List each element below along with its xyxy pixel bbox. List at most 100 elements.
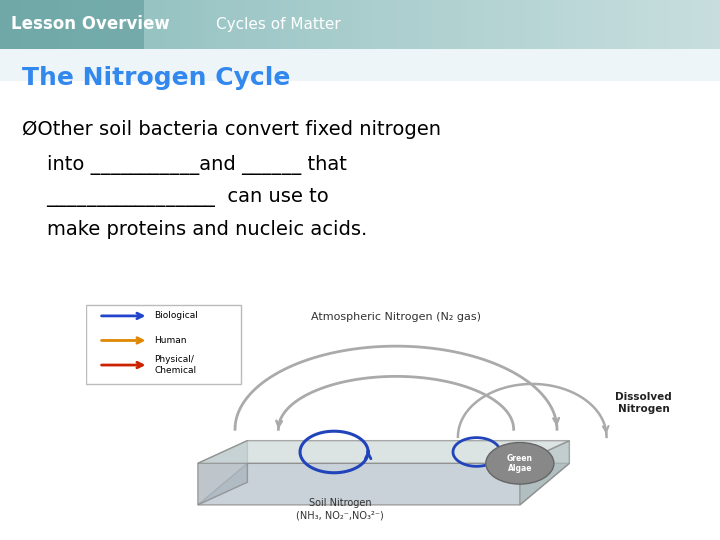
- Text: Soil Nitrogen
(NH₃, NO₂⁻,NO₃²⁻): Soil Nitrogen (NH₃, NO₂⁻,NO₃²⁻): [297, 498, 384, 520]
- Bar: [655, 0, 663, 49]
- Bar: [360, 0, 368, 49]
- Bar: [540, 0, 548, 49]
- Bar: [295, 0, 303, 49]
- Bar: [590, 0, 598, 49]
- Bar: [0, 0, 8, 49]
- Bar: [432, 0, 440, 49]
- Bar: [0, 49, 720, 81]
- Text: Dissolved
Nitrogen: Dissolved Nitrogen: [616, 392, 672, 414]
- Bar: [490, 0, 498, 49]
- Bar: [684, 0, 692, 49]
- Bar: [338, 0, 346, 49]
- Bar: [331, 0, 339, 49]
- Bar: [533, 0, 541, 49]
- Bar: [238, 0, 246, 49]
- Bar: [706, 0, 714, 49]
- Bar: [461, 0, 469, 49]
- Bar: [50, 0, 58, 49]
- Bar: [281, 0, 289, 49]
- Bar: [634, 0, 642, 49]
- Bar: [382, 0, 390, 49]
- Bar: [230, 0, 238, 49]
- Bar: [648, 0, 656, 49]
- Bar: [302, 0, 310, 49]
- Bar: [626, 0, 634, 49]
- Bar: [691, 0, 699, 49]
- Bar: [7, 0, 15, 49]
- Bar: [72, 0, 80, 49]
- Bar: [310, 0, 318, 49]
- Bar: [144, 0, 152, 49]
- Bar: [194, 0, 202, 49]
- Bar: [158, 0, 166, 49]
- Bar: [670, 0, 678, 49]
- Polygon shape: [198, 463, 570, 505]
- Bar: [180, 0, 188, 49]
- Bar: [677, 0, 685, 49]
- Bar: [612, 0, 620, 49]
- Polygon shape: [520, 441, 570, 505]
- Bar: [511, 0, 519, 49]
- Bar: [29, 0, 37, 49]
- Bar: [266, 0, 274, 49]
- Bar: [115, 0, 123, 49]
- Text: Cycles of Matter: Cycles of Matter: [216, 17, 341, 32]
- Circle shape: [486, 443, 554, 484]
- Bar: [101, 0, 109, 49]
- Bar: [14, 0, 22, 49]
- Bar: [583, 0, 591, 49]
- Bar: [259, 0, 267, 49]
- Text: The Nitrogen Cycle: The Nitrogen Cycle: [22, 66, 290, 90]
- Bar: [202, 0, 210, 49]
- Bar: [65, 0, 73, 49]
- Bar: [288, 0, 296, 49]
- Bar: [418, 0, 426, 49]
- Bar: [137, 0, 145, 49]
- Bar: [151, 0, 159, 49]
- Bar: [353, 0, 361, 49]
- Bar: [713, 0, 720, 49]
- Bar: [504, 0, 512, 49]
- Bar: [547, 0, 555, 49]
- Text: into ___________and ______ that: into ___________and ______ that: [22, 154, 346, 175]
- Bar: [108, 0, 116, 49]
- Bar: [223, 0, 231, 49]
- Bar: [598, 0, 606, 49]
- Bar: [554, 0, 562, 49]
- Bar: [446, 0, 454, 49]
- Text: Human: Human: [155, 336, 187, 345]
- Bar: [605, 0, 613, 49]
- Bar: [526, 0, 534, 49]
- Bar: [324, 0, 332, 49]
- Text: _________________  can use to: _________________ can use to: [22, 187, 328, 207]
- Bar: [619, 0, 627, 49]
- Text: Green
Algae: Green Algae: [507, 454, 533, 473]
- Bar: [410, 0, 418, 49]
- Bar: [209, 0, 217, 49]
- Bar: [122, 0, 130, 49]
- Bar: [86, 0, 94, 49]
- Bar: [346, 0, 354, 49]
- Text: Atmospheric Nitrogen (N₂ gas): Atmospheric Nitrogen (N₂ gas): [311, 312, 481, 322]
- Bar: [0, 0, 144, 49]
- Bar: [497, 0, 505, 49]
- Bar: [374, 0, 382, 49]
- Bar: [58, 0, 66, 49]
- Bar: [94, 0, 102, 49]
- Text: Lesson Overview: Lesson Overview: [11, 15, 169, 33]
- Bar: [274, 0, 282, 49]
- Bar: [425, 0, 433, 49]
- Bar: [22, 0, 30, 49]
- Bar: [130, 0, 138, 49]
- Bar: [698, 0, 706, 49]
- Bar: [367, 0, 375, 49]
- Bar: [454, 0, 462, 49]
- Bar: [569, 0, 577, 49]
- Bar: [576, 0, 584, 49]
- Bar: [439, 0, 447, 49]
- Bar: [216, 0, 224, 49]
- Bar: [187, 0, 195, 49]
- Bar: [518, 0, 526, 49]
- Bar: [396, 0, 404, 49]
- Bar: [79, 0, 87, 49]
